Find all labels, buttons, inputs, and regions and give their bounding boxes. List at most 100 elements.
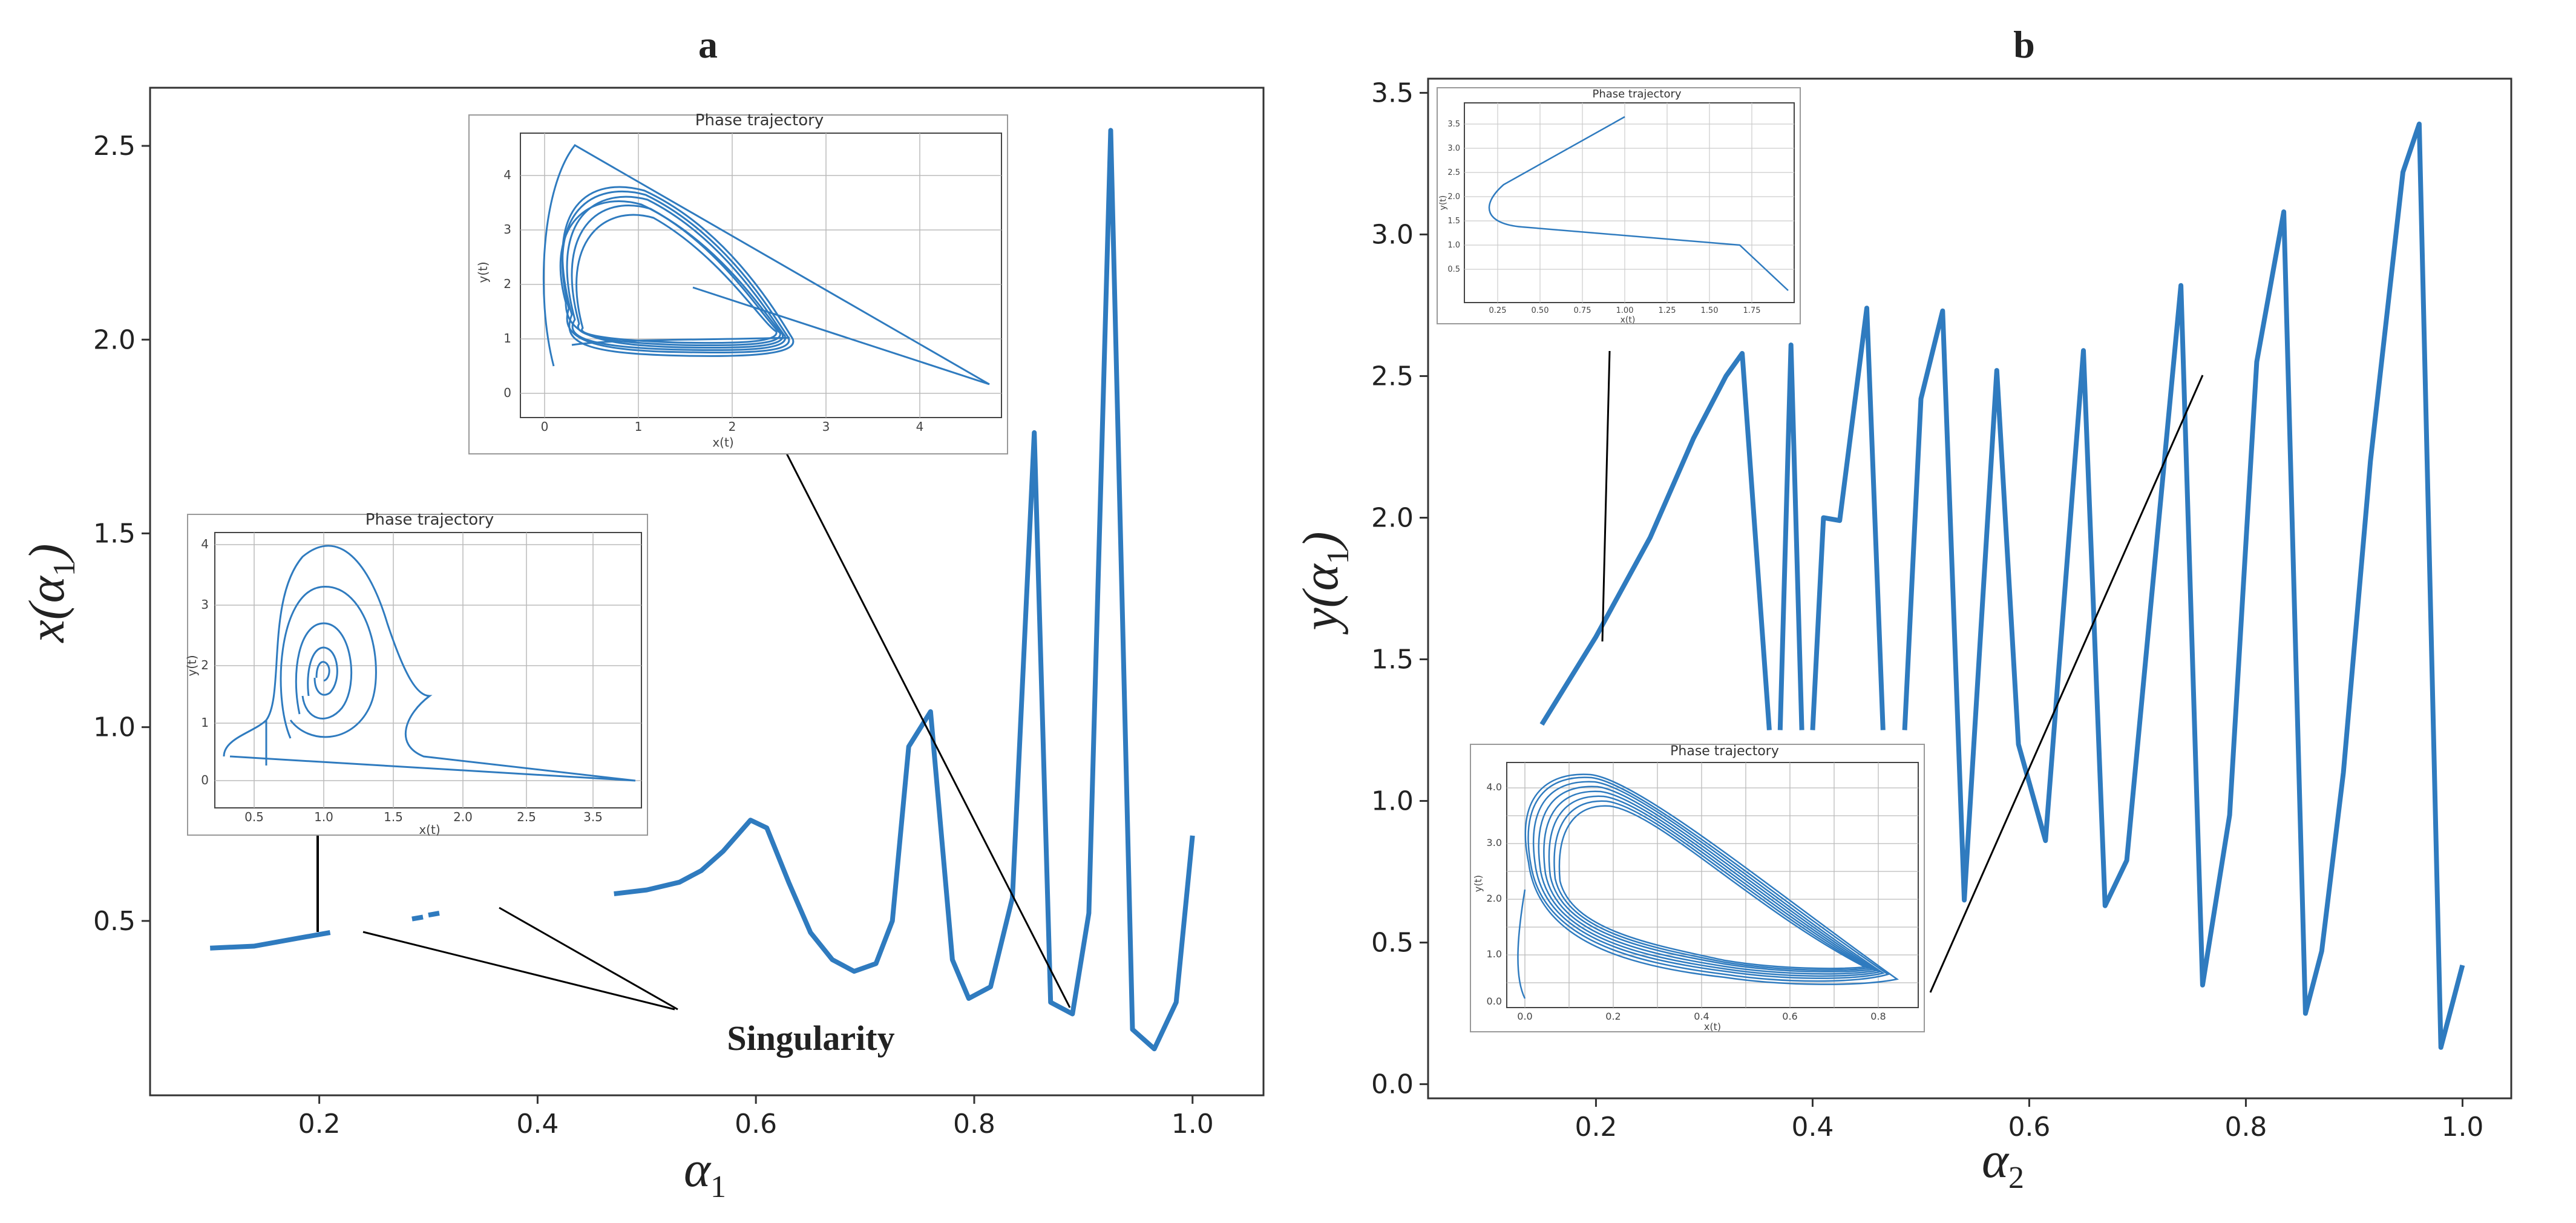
- panel-b-series: [1539, 121, 2465, 1050]
- inset-tick-label: 3.5: [1447, 120, 1460, 129]
- inset-b1-ylabel: y(t): [1438, 195, 1448, 211]
- panel-a-series-segment-2: [411, 914, 424, 922]
- panel-a-series-segment-3: [428, 911, 440, 918]
- panel-b-ytick-label: 1.5: [1371, 644, 1414, 675]
- inset-connector-b1: [1601, 350, 1611, 642]
- inset-a1-xlabel: x(t): [712, 435, 733, 450]
- inset-tick-label: 1.25: [1659, 306, 1676, 315]
- inset-b1-title: Phase trajectory: [1592, 88, 1681, 100]
- inset-tick-label: 0.75: [1574, 306, 1591, 315]
- panel-b-xtick-label: 0.4: [1791, 1112, 1834, 1143]
- inset-b1-grid: [1464, 103, 1794, 303]
- inset-a1-trajectory: [542, 144, 990, 385]
- inset-tick-label: 1.0: [1447, 241, 1460, 250]
- panel-a-xtick-label: 0.8: [953, 1109, 995, 1139]
- inset-tick-label: 0: [503, 385, 511, 400]
- panel-b-series-segment-3: [1810, 306, 1886, 730]
- inset-a2-plot: [214, 532, 642, 808]
- panel-b-ytick-label: 0.5: [1371, 928, 1414, 959]
- inset-b1: Phase trajectory 0.25 0.50 0.75 1.00 1.2…: [1437, 87, 1801, 325]
- panel-b-xtick-label: 1.0: [2441, 1112, 2483, 1143]
- inset-b1-xticks: 0.25 0.50 0.75 1.00 1.25 1.50 1.75: [1489, 306, 1761, 315]
- panel-a-ticks: 0.2 0.4 0.6 0.8 1.0 0.5 1.0 1.5 2.0 2.5: [93, 131, 1214, 1139]
- inset-a1-title: Phase trajectory: [695, 111, 824, 130]
- inset-tick-label: 2: [729, 419, 736, 434]
- panel-a-xtick-label: 0.4: [516, 1109, 559, 1139]
- inset-tick-label: 2.5: [1447, 168, 1460, 177]
- inset-tick-label: 2.0: [1447, 192, 1460, 202]
- inset-tick-label: 1: [635, 419, 643, 434]
- panel-b-ytick-label: 0.0: [1371, 1069, 1414, 1100]
- inset-a2-xticks: 0.5 1.0 1.5 2.0 2.5 3.5: [244, 810, 603, 824]
- inset-a2-title: Phase trajectory: [365, 511, 494, 529]
- inset-b1-plot: [1464, 102, 1795, 303]
- inset-tick-label: 3: [201, 597, 209, 612]
- inset-tick-label: 1.5: [1447, 217, 1460, 226]
- inset-a1: Phase trajectory 0 1 2 3 4 0 1 2 3 4 x(t…: [468, 111, 1008, 454]
- inset-connector-a1: [779, 441, 1071, 1008]
- panel-a-ytick-label: 1.5: [93, 518, 136, 549]
- inset-tick-label: 3.0: [1487, 837, 1502, 848]
- panel-b-label: b: [2013, 23, 2035, 66]
- inset-tick-label: 1.00: [1616, 306, 1634, 315]
- inset-tick-label: 4: [916, 419, 924, 434]
- panel-b-frame: [1427, 77, 2512, 1100]
- panel-a-frame: [149, 87, 1265, 1097]
- inset-a1-yticks: 0 1 2 3 4: [503, 168, 511, 400]
- panel-b-ytick-label: 3.0: [1371, 219, 1414, 250]
- inset-tick-label: 0.0: [1487, 995, 1502, 1007]
- panel-a-ytick-label: 2.5: [93, 131, 136, 162]
- inset-a2-grid: [215, 533, 641, 808]
- panel-a-label: a: [698, 23, 718, 66]
- inset-tick-label: 0.4: [1694, 1011, 1709, 1022]
- inset-b2-yticks: 0.0 1.0 2.0 3.0 4.0: [1487, 781, 1502, 1007]
- inset-tick-label: 0.0: [1517, 1011, 1532, 1022]
- inset-a1-ylabel: y(t): [476, 261, 490, 283]
- singularity-pointer-1: [362, 931, 675, 1011]
- inset-b2-title: Phase trajectory: [1670, 744, 1779, 759]
- inset-tick-label: 4: [201, 537, 209, 551]
- panel-b-ytick-label: 2.0: [1371, 502, 1414, 533]
- panel-a-xtick-label: 1.0: [1172, 1109, 1214, 1139]
- inset-b2: Phase trajectory 0.0 0.2 0.4 0.6 0.8 0.0…: [1470, 744, 1925, 1032]
- inset-b2-trajectory: [1517, 773, 1899, 999]
- inset-tick-label: 3.5: [583, 810, 603, 824]
- panel-a: a 0.2 0.4 0.6 0.8 1.0 0.5 1.0 1.5 2.0 2.5 α1 x(α1…: [19, 23, 1265, 1204]
- inset-tick-label: 4: [503, 168, 511, 182]
- panel-a-ytick-label: 0.5: [93, 906, 136, 937]
- inset-tick-label: 4.0: [1487, 781, 1502, 793]
- inset-tick-label: 0.5: [1447, 265, 1460, 274]
- inset-tick-label: 2.5: [517, 810, 536, 824]
- panel-a-series: [210, 128, 1195, 1052]
- inset-tick-label: 1.50: [1701, 306, 1719, 315]
- panel-b-xtick-label: 0.6: [2008, 1112, 2050, 1143]
- inset-tick-label: 1: [201, 715, 209, 730]
- inset-connector-b2: [1929, 375, 2204, 993]
- inset-tick-label: 1.75: [1743, 306, 1761, 315]
- panel-a-xtick-label: 0.6: [735, 1109, 777, 1139]
- panel-a-series-segment-1: [210, 930, 331, 951]
- panel-b-series-segment-1: [1539, 351, 1772, 730]
- panel-a-xlabel: α1: [684, 1141, 726, 1204]
- panel-a-xtick-label: 0.2: [298, 1109, 341, 1139]
- inset-a2: Phase trajectory 0.5 1.0 1.5 2.0 2.5 3.5…: [185, 511, 648, 837]
- inset-tick-label: 0.25: [1489, 306, 1507, 315]
- inset-tick-label: 0: [541, 419, 549, 434]
- panel-b-ytick-label: 2.5: [1371, 361, 1414, 392]
- inset-b2-xticks: 0.0 0.2 0.4 0.6 0.8: [1517, 1011, 1886, 1022]
- inset-a2-ylabel: y(t): [185, 655, 199, 676]
- panel-b-xlabel: α2: [1982, 1132, 2024, 1195]
- singularity-annotation: Singularity: [727, 1018, 894, 1058]
- inset-tick-label: 0.2: [1605, 1011, 1621, 1022]
- inset-b2-xlabel: x(t): [1704, 1021, 1721, 1032]
- inset-tick-label: 1.5: [384, 810, 403, 824]
- panel-b-xtick-label: 0.8: [2224, 1112, 2267, 1143]
- panel-b-series-segment-4: [1902, 121, 2465, 1050]
- inset-tick-label: 0.50: [1532, 306, 1549, 315]
- panel-b-series-segment-2: [1777, 343, 1804, 730]
- panel-b-ytick-label: 3.5: [1371, 77, 1414, 108]
- inset-b1-yticks: 0.5 1.0 1.5 2.0 2.5 3.0 3.5: [1447, 120, 1460, 274]
- inset-tick-label: 2.0: [453, 810, 473, 824]
- inset-a2-yticks: 0 1 2 3 4: [201, 537, 209, 787]
